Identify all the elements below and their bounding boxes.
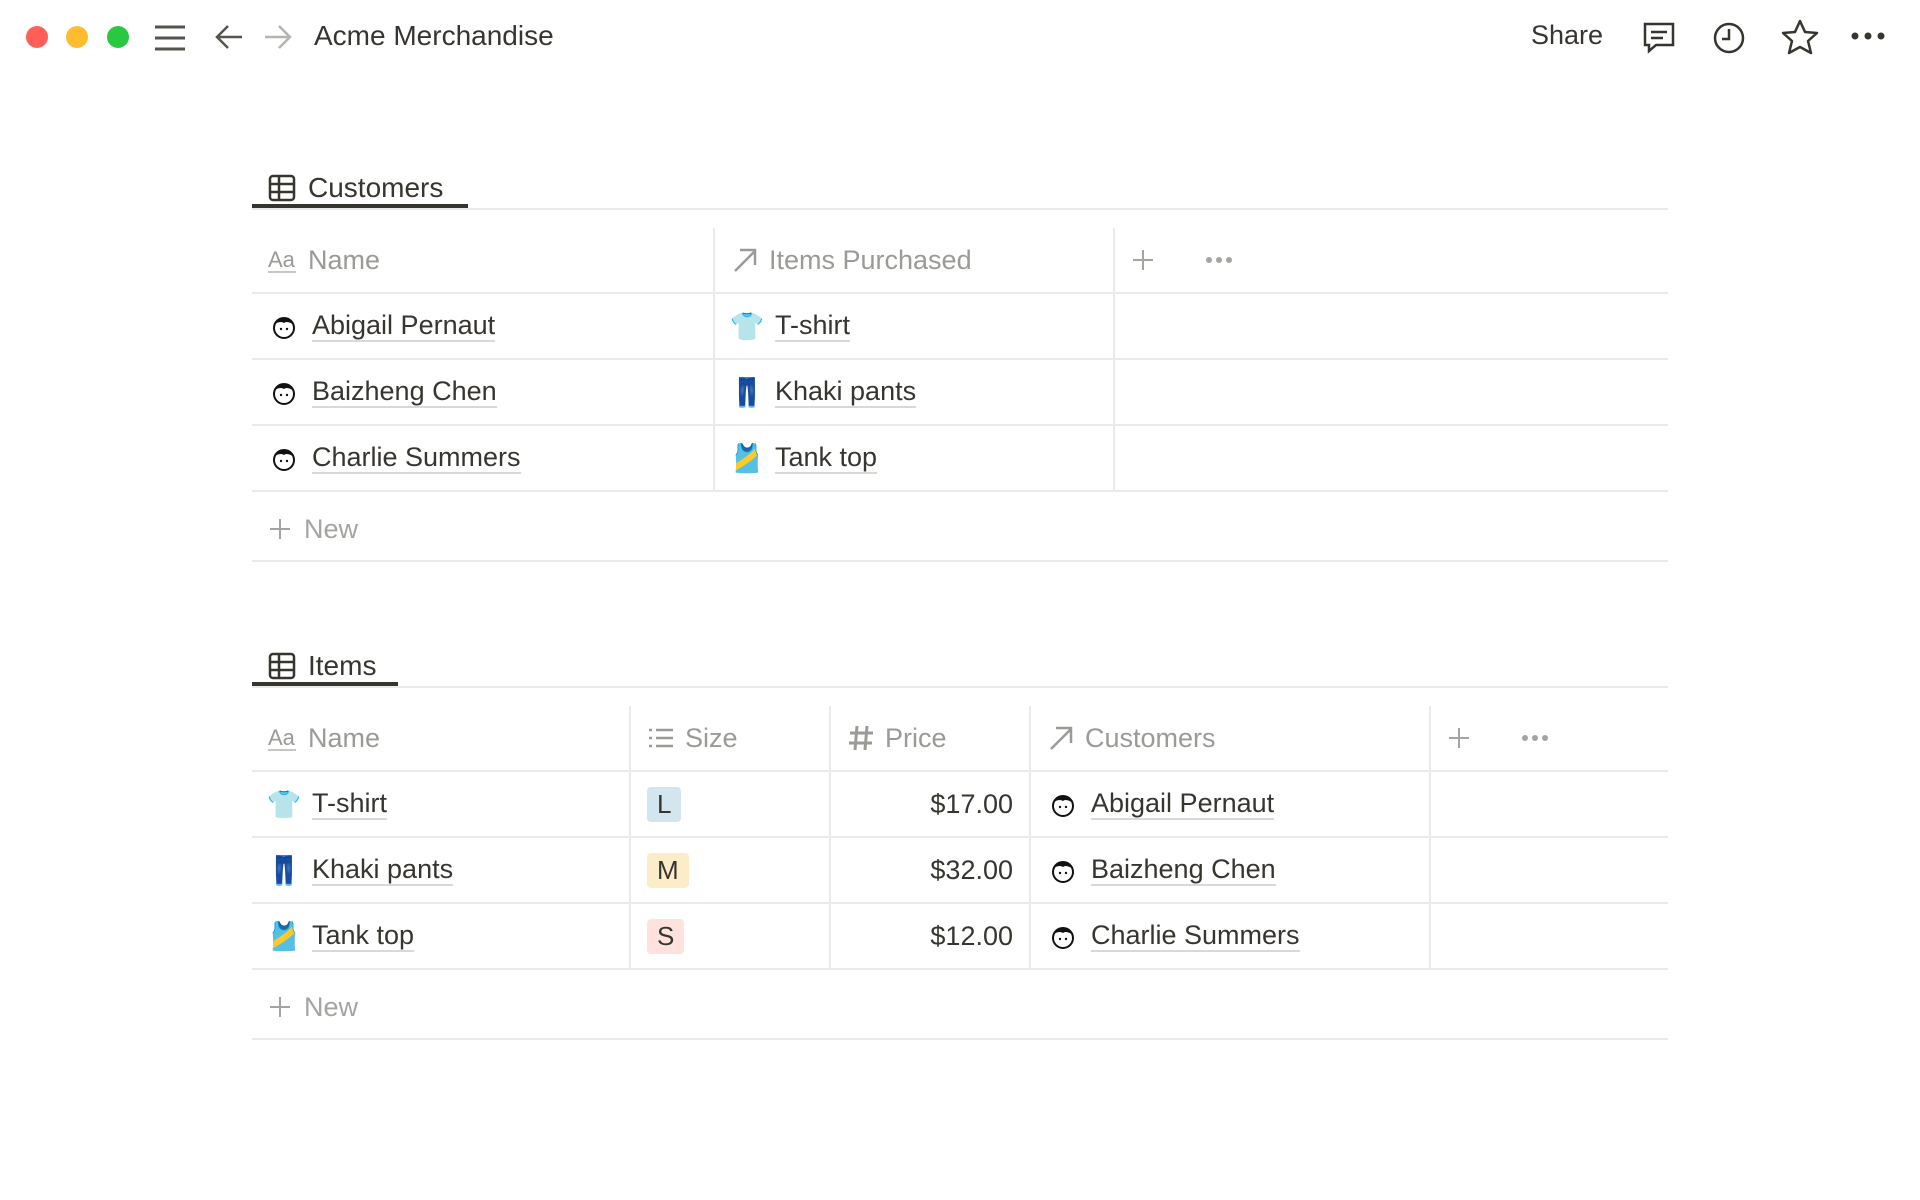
zoom-window-button[interactable] [107,26,129,48]
column-header-customers[interactable]: Customers [1031,706,1431,770]
svg-text:Aa: Aa [268,725,296,750]
avatar-face-icon [1047,788,1079,820]
items-purchased-cell[interactable]: 👕 T-shirt [715,294,1115,358]
customers-cell[interactable]: Abigail Pernaut [1031,772,1431,836]
share-button[interactable]: Share [1531,20,1604,50]
price-cell[interactable]: $12.00 [831,904,1031,968]
list-icon [649,728,673,748]
customer-link[interactable]: Charlie Summers [1091,920,1300,952]
add-new-row-button[interactable]: New [252,976,1668,1040]
plus-icon [270,997,290,1017]
table-row[interactable]: Baizheng Chen 👖 Khaki pants [252,360,1668,426]
customer-link[interactable]: Abigail Pernaut [1091,788,1275,820]
avatar-face-icon [268,442,300,474]
more-options-icon[interactable] [1205,256,1233,264]
column-header-name[interactable]: Aa Name [252,228,715,292]
table-row[interactable]: 👕 T-shirt L $17.00 Abigail Pernaut [252,772,1668,838]
item-link[interactable]: Khaki pants [312,854,454,886]
title-bar: Acme Merchandise Share [0,0,1920,76]
back-arrow-icon[interactable] [214,22,244,52]
item-link[interactable]: Khaki pants [775,376,917,408]
name-cell[interactable]: Charlie Summers [252,426,715,490]
item-link[interactable]: Tank top [775,442,878,474]
table-icon [268,174,296,202]
customer-link[interactable]: Charlie Summers [312,442,521,474]
item-emoji-icon: 🎽 [266,920,302,952]
name-cell[interactable]: Baizheng Chen [252,360,715,424]
item-emoji-icon: 👖 [729,376,765,408]
price-value: $12.00 [930,920,1013,951]
add-property-icon[interactable] [1447,726,1471,750]
item-emoji-icon: 👕 [729,310,765,342]
header-row: Aa Name Size Price Customers [252,706,1668,772]
name-cell[interactable]: 🎽 Tank top [252,904,631,968]
item-link[interactable]: T-shirt [775,310,851,342]
close-window-button[interactable] [26,26,48,48]
table-row[interactable]: 🎽 Tank top S $12.00 Charlie Summers [252,904,1668,970]
items-purchased-cell[interactable]: 🎽 Tank top [715,426,1115,490]
column-header-items-purchased[interactable]: Items Purchased [715,228,1115,292]
price-cell[interactable]: $32.00 [831,838,1031,902]
customer-link[interactable]: Baizheng Chen [312,376,497,408]
item-emoji-icon: 👖 [266,854,302,886]
customer-link[interactable]: Abigail Pernaut [312,310,496,342]
text-property-icon: Aa [268,725,296,751]
size-cell[interactable]: M [631,838,831,902]
column-header-size[interactable]: Size [631,706,831,770]
size-cell[interactable]: L [631,772,831,836]
table-row[interactable]: Abigail Pernaut 👕 T-shirt [252,294,1668,360]
add-new-row-button[interactable]: New [252,498,1668,562]
history-clock-icon[interactable] [1711,20,1747,56]
header-row: Aa Name Items Purchased [252,228,1668,294]
tab-label: Customers [308,172,444,203]
table-row[interactable]: 👖 Khaki pants M $32.00 Baizheng Chen [252,838,1668,904]
items-purchased-cell[interactable]: 👖 Khaki pants [715,360,1115,424]
customers-cell[interactable]: Baizheng Chen [1031,838,1431,902]
relation-arrow-icon [1050,726,1073,750]
avatar-face-icon [1047,854,1079,886]
name-cell[interactable]: 👖 Khaki pants [252,838,631,902]
size-cell[interactable]: S [631,904,831,968]
table-row[interactable]: Charlie Summers 🎽 Tank top [252,426,1668,492]
column-header-name[interactable]: Aa Name [252,706,631,770]
size-tag: M [647,852,689,888]
avatar-face-icon [268,376,300,408]
item-emoji-icon: 🎽 [729,442,765,474]
item-link[interactable]: T-shirt [312,788,388,820]
star-icon[interactable] [1781,18,1819,56]
size-tag: L [647,786,682,822]
price-cell[interactable]: $17.00 [831,772,1031,836]
size-tag: S [647,918,685,954]
more-icon[interactable] [1850,30,1886,42]
number-hash-icon [849,725,873,751]
avatar-face-icon [268,310,300,342]
item-emoji-icon: 👕 [266,788,302,820]
svg-text:Aa: Aa [268,247,296,272]
price-value: $32.00 [930,854,1013,885]
customers-cell[interactable]: Charlie Summers [1031,904,1431,968]
more-options-icon[interactable] [1521,734,1549,742]
add-property-icon[interactable] [1131,248,1155,272]
active-tab-indicator [252,682,398,686]
minimize-window-button[interactable] [66,26,88,48]
comment-icon[interactable] [1641,20,1677,56]
table-icon [268,652,296,680]
menu-icon[interactable] [153,24,187,52]
text-property-icon: Aa [268,247,296,273]
column-header-price[interactable]: Price [831,706,1031,770]
tab-label: Items [308,650,377,681]
name-cell[interactable]: 👕 T-shirt [252,772,631,836]
avatar-face-icon [1047,920,1079,952]
tab-items[interactable]: Items [252,646,376,686]
price-value: $17.00 [930,788,1013,819]
forward-arrow-icon[interactable] [263,22,293,52]
active-tab-indicator [252,204,468,208]
tab-customers[interactable]: Customers [252,168,443,208]
relation-arrow-icon [734,248,757,272]
customer-link[interactable]: Baizheng Chen [1091,854,1276,886]
item-link[interactable]: Tank top [312,920,415,952]
plus-icon [270,519,290,539]
page-title: Acme Merchandise [314,20,554,51]
name-cell[interactable]: Abigail Pernaut [252,294,715,358]
